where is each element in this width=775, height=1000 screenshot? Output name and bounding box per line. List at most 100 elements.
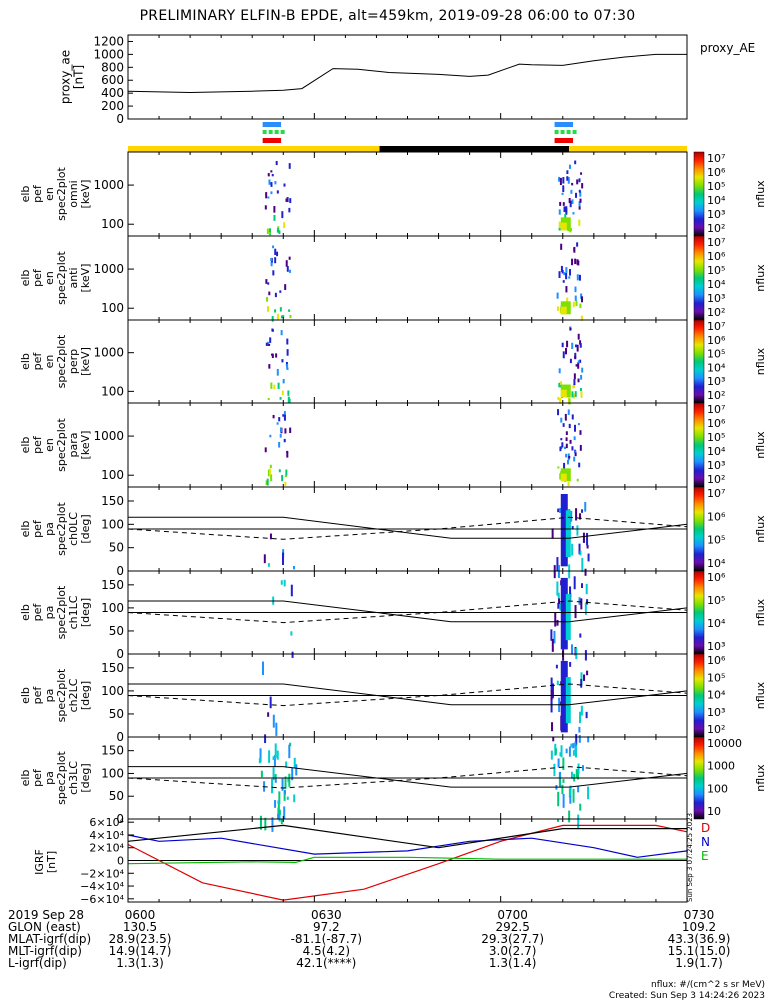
spectrogram-pixel [275, 160, 278, 166]
spectrogram-pixel [569, 200, 572, 208]
spectrogram-pixel [559, 385, 562, 388]
spectrogram-pixel [568, 398, 571, 405]
spectrogram-pixel [570, 189, 573, 194]
spectrogram-pixel [569, 327, 572, 331]
spectrogram-pixel [273, 384, 276, 390]
ephemeris-value: 0630 [311, 908, 342, 922]
spectrogram-tick-label: 100 [101, 517, 124, 531]
spectrogram-pixel [271, 316, 274, 322]
spectrogram-pixel [586, 670, 589, 676]
colorbar-tick-label: 10³ [707, 208, 725, 221]
spectrogram-pixel [576, 274, 579, 281]
spectrogram-pixel [578, 206, 581, 210]
spectrogram-tick-label: 100 [101, 766, 124, 780]
spectrogram-tick-label: 150 [101, 494, 124, 508]
anti-loss-cone-line [127, 516, 688, 540]
spectrogram-pixel [559, 752, 562, 757]
spectrogram-pixel [289, 198, 292, 204]
spectrogram-pixel [291, 651, 294, 658]
spectrogram-pixel [279, 427, 282, 433]
ephemeris-value: 15.1(15.0) [668, 944, 731, 958]
pitch-angle-spectrogram-data [263, 494, 590, 579]
spectrogram-pixel [570, 771, 573, 779]
y-axis-label-line: pef [31, 768, 44, 787]
spectrogram-tick-label: 1000 [93, 178, 124, 192]
spectrogram-intense-block [560, 222, 567, 231]
pitch-angle-spectrogram-data [272, 576, 589, 661]
spectrogram-pixel [550, 677, 553, 692]
spectrogram-pixel [278, 417, 281, 422]
y-axis-label-line: omni [67, 180, 80, 207]
spectrogram-pixel [283, 791, 286, 801]
spectrogram-pixel [561, 342, 564, 348]
spectrogram-pixel [579, 198, 582, 203]
spectrogram-pixel [581, 557, 584, 573]
spectrogram-pixel [565, 748, 568, 754]
spectrogram-pixel [566, 297, 569, 305]
igrf-tick-label: 0 [117, 855, 124, 868]
science-zone-bar-green [262, 130, 285, 134]
spectrogram-pixel [283, 806, 286, 820]
spectrogram-intense-block [560, 389, 567, 398]
science-zone-bar-red [554, 138, 573, 143]
spectrogram-pixel [558, 226, 561, 231]
energy-spectrogram-panel [127, 151, 688, 237]
spectrogram-tick-label: 50 [109, 541, 124, 555]
spectrogram-pixel [581, 765, 584, 771]
science-zone-bar-blue [262, 122, 282, 127]
spectrogram-pixel [578, 201, 581, 207]
spectrogram-pixel [288, 163, 291, 169]
igrf-tick-label: −4×10⁴ [80, 880, 124, 893]
spectrogram-pixel [574, 352, 577, 359]
spectrogram-pixel [265, 480, 268, 485]
spectrogram-pixel [287, 390, 290, 396]
spectrogram-pixel [271, 173, 274, 177]
spectrogram-pixel [574, 355, 577, 360]
ephemeris-value: 0730 [684, 908, 715, 922]
spectrogram-pixel [560, 243, 563, 250]
spectrogram-pixel [283, 579, 286, 587]
spectrogram-ylabel: elb pef pa spec2plot ch3LC [deg] [19, 751, 92, 805]
spectrogram-pixel [580, 583, 583, 588]
proxy-ae-tick-label: 800 [101, 60, 124, 74]
spectrogram-tick-label: 1000 [93, 262, 124, 276]
spectrogram-pixel [550, 629, 553, 641]
spectrogram-pixel [269, 434, 272, 438]
spectrogram-pixel [576, 344, 579, 352]
ephemeris-value: 14.9(14.7) [109, 944, 172, 958]
spectrogram-pixel [586, 544, 589, 549]
spectrogram-pixel [571, 182, 574, 186]
spectrogram-pixel [267, 196, 270, 199]
spectrogram-pixel [272, 714, 275, 728]
colorbar-label: nflux [754, 180, 767, 208]
y-axis-label-line: en [43, 438, 56, 452]
spectrogram-pixel [564, 213, 567, 219]
spectrogram-pixel [562, 423, 565, 427]
colorbar-tick-label: 10⁵ [707, 431, 725, 444]
spectrogram-pixel [551, 683, 554, 699]
colorbar-tick-label: 100 [707, 782, 728, 795]
spectrogram-pixel [288, 309, 291, 312]
spectrogram-pixel [573, 246, 576, 253]
spectrogram-pixel [274, 800, 277, 808]
spectrogram-pixel [577, 362, 580, 369]
colorbar [693, 235, 705, 321]
spectrogram-pixel [560, 381, 563, 385]
spectrogram-pixel [568, 423, 571, 429]
spectrogram-pixel [569, 795, 572, 804]
spectrogram-pixel [269, 696, 272, 709]
spectrogram-pixel [578, 178, 581, 183]
spectrogram-pixel [277, 813, 280, 819]
spectrogram-pixel [283, 789, 286, 795]
spectrogram-pixel [573, 436, 576, 441]
ephemeris-row-label: GLON (east) [8, 920, 81, 934]
colorbar-tick-label: 10² [707, 389, 725, 402]
spectrogram-pixel [267, 469, 270, 477]
spectrogram-pixel [271, 817, 274, 832]
spectrogram-pixel [571, 543, 574, 556]
spectrogram-pixel [584, 650, 587, 661]
igrf-legend-e: E [701, 849, 709, 863]
spectrogram-pixel [561, 442, 564, 448]
spectrogram-pixel [264, 447, 267, 453]
